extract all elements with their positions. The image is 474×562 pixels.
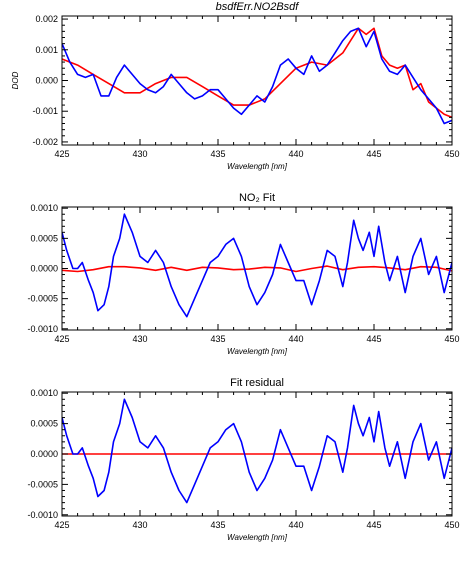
y-tick-label: 0.0010 (30, 203, 58, 213)
x-tick-label: 450 (444, 334, 459, 344)
x-tick-label: 430 (132, 149, 147, 159)
chart-title: NO₂ Fit (239, 192, 275, 204)
x-tick-label: 450 (444, 520, 459, 530)
chart-title: Fit residual (230, 377, 284, 389)
series-line-2 (62, 27, 452, 125)
x-tick-label: 425 (54, 520, 69, 530)
x-tick-label: 435 (210, 334, 225, 344)
x-tick-label: 445 (366, 149, 381, 159)
chart-panel-3: Fit residual 425 430 435 440 445 450 -0.0010 -0.… (27, 377, 459, 542)
x-tick-label: 430 (132, 334, 147, 344)
x-tick-label: 440 (288, 149, 303, 159)
x-tick-label: 435 (210, 149, 225, 159)
chart-title: bsdfErr.NO2Bsdf (216, 1, 300, 13)
y-tick-label: 0.0010 (30, 388, 58, 398)
y-tick-label: -0.0010 (27, 324, 58, 334)
y-tick-label: 0.001 (35, 45, 58, 55)
series-line-2 (62, 213, 452, 318)
x-axis-label: Wavelength [nm] (227, 347, 288, 356)
plot-frame (61, 15, 453, 146)
x-tick-label: 445 (366, 334, 381, 344)
x-tick-label: 425 (54, 334, 69, 344)
y-tick-label: -0.0010 (27, 510, 58, 520)
y-tick-label: 0.002 (35, 14, 58, 24)
x-axis-label: Wavelength [nm] (227, 162, 288, 171)
x-tick-label: 450 (444, 149, 459, 159)
y-tick-label: 0.0005 (30, 419, 58, 429)
x-tick-label: 435 (210, 520, 225, 530)
y-tick-label: 0.0000 (30, 264, 58, 274)
chart-panel-2: NO₂ Fit 425 430 435 440 445 450 -0.0010 -0.0005 0… (27, 192, 459, 356)
y-axis-label: DOD (11, 71, 20, 89)
x-axis-label: Wavelength [nm] (227, 533, 288, 542)
x-tick-label: 430 (132, 520, 147, 530)
x-tick-label: 425 (54, 149, 69, 159)
y-tick-label: 0.0000 (30, 449, 58, 459)
chart-panel-1: bsdfErr.NO2Bsdf 425 430 435 440 445 450 -0.002 -… (11, 1, 460, 171)
x-tick-label: 440 (288, 334, 303, 344)
y-tick-label: 0.0005 (30, 233, 58, 243)
y-tick-label: -0.0005 (27, 294, 58, 304)
y-tick-label: -0.001 (32, 106, 58, 116)
x-tick-label: 440 (288, 520, 303, 530)
y-tick-label: -0.0005 (27, 479, 58, 489)
x-tick-label: 445 (366, 520, 381, 530)
y-tick-label: 0.000 (35, 76, 58, 86)
series-line-2 (62, 398, 452, 504)
y-tick-label: -0.002 (32, 137, 58, 147)
series-line-1 (62, 27, 452, 119)
